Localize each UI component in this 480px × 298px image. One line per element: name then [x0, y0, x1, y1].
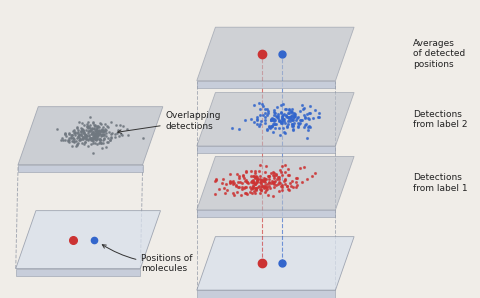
Polygon shape [197, 93, 354, 146]
Text: Positions of
molecules: Positions of molecules [102, 245, 193, 273]
Polygon shape [197, 156, 354, 210]
Polygon shape [18, 164, 143, 172]
Polygon shape [18, 107, 163, 164]
Polygon shape [197, 81, 336, 88]
Polygon shape [197, 27, 354, 81]
Polygon shape [197, 237, 354, 290]
Text: Detections
from label 1: Detections from label 1 [413, 173, 468, 193]
Polygon shape [197, 210, 336, 217]
Polygon shape [16, 268, 140, 276]
Text: Detections
from label 2: Detections from label 2 [413, 110, 468, 129]
Text: Overlapping
detections: Overlapping detections [118, 111, 221, 134]
Polygon shape [197, 146, 336, 153]
Polygon shape [16, 211, 160, 268]
Polygon shape [197, 290, 336, 297]
Text: Averages
of detected
positions: Averages of detected positions [413, 39, 465, 69]
